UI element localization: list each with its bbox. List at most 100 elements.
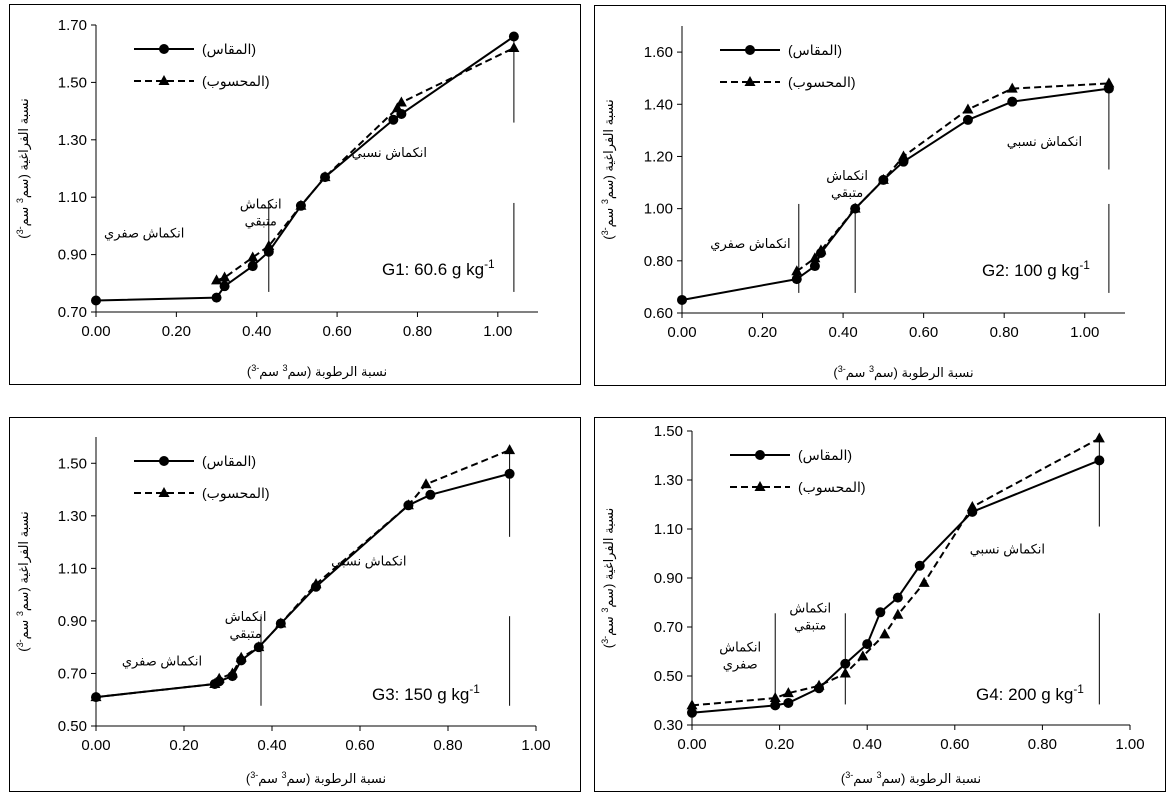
measured-point (791, 274, 802, 285)
calculated-point (226, 667, 238, 678)
legend-measured-marker (745, 45, 755, 55)
legend-measured-label: (المقاس) (798, 447, 852, 464)
measured-point (809, 261, 820, 272)
group-label: G2: 100 g kg-1 (982, 258, 1090, 280)
y-tick-label: 1.30 (58, 508, 87, 525)
x-tick-label: 0.80 (990, 324, 1019, 341)
chart-panel-g3: 0.00 0.20 0.40 0.60 0.80 1.00 0.50 0.70 0.90 1.10… (9, 417, 581, 792)
y-tick-label: 0.50 (58, 718, 87, 735)
region-annotation: انكماش نسبي (352, 145, 427, 161)
legend-measured-label: (المقاس) (202, 453, 256, 470)
calculated-point (849, 202, 861, 213)
calculated-point (263, 239, 275, 250)
x-tick-label: 1.00 (1070, 324, 1099, 341)
measured-point (247, 261, 258, 272)
region-annotation: انكماش (719, 640, 761, 656)
legend-calculated-label: (المحسوب) (202, 485, 270, 502)
y-tick-label: 1.30 (654, 472, 683, 489)
y-tick-label: 0.30 (654, 717, 683, 734)
measured-point (504, 468, 515, 479)
region-annotation: متبقي (245, 214, 277, 229)
x-tick-label: 0.00 (667, 324, 696, 341)
x-tick-label: 0.80 (433, 737, 462, 754)
y-tick-label: 1.20 (644, 148, 673, 165)
calculated-point (962, 103, 974, 114)
x-axis-label: نسبة الرطوبة (سم3 سم-3) (247, 363, 387, 380)
x-tick-label: 0.00 (677, 736, 706, 753)
calculated-point (295, 199, 307, 210)
x-tick-label: 0.40 (828, 324, 857, 341)
legend-calculated-marker (754, 481, 766, 491)
measured-series-line (681, 87, 1110, 301)
calculated-point (211, 274, 223, 285)
calculated-point (504, 444, 516, 455)
calculated-point (420, 478, 432, 489)
calculated-point (877, 173, 889, 184)
calculated-point (213, 672, 225, 683)
x-tick-label: 0.60 (909, 324, 938, 341)
region-annotation: متبقي (794, 617, 826, 632)
group-label: G4: 200 g kg-1 (976, 682, 1084, 704)
region-annotation: انكماش (240, 197, 282, 213)
measured-point (425, 489, 436, 500)
y-tick-label: 0.70 (58, 304, 87, 321)
chart-1: 0.00 0.20 0.40 0.60 0.80 1.00 0.70 0.90 1.10 1.30… (15, 17, 538, 380)
calculated-point (879, 628, 891, 639)
measured-series-line (691, 459, 1100, 714)
x-tick-label: 0.40 (853, 736, 882, 753)
x-tick-label: 1.00 (521, 737, 550, 754)
legend-measured-label: (المقاس) (202, 41, 256, 58)
y-tick-label: 0.70 (58, 665, 87, 682)
measured-point (875, 607, 886, 618)
y-tick-label: 0.70 (654, 619, 683, 636)
measured-point (962, 114, 973, 125)
x-tick-label: 0.20 (162, 323, 191, 340)
x-tick-label: 1.00 (1115, 736, 1144, 753)
calculated-point (1006, 82, 1018, 93)
calculated-point (319, 171, 331, 182)
group-label: G3: 150 g kg-1 (372, 682, 480, 704)
calculated-point (686, 699, 698, 710)
region-annotation: انكماش صفري (122, 654, 202, 670)
region-annotation: انكماش صفري (710, 236, 790, 252)
region-annotation: انكماش نسبي (331, 554, 406, 570)
calculated-point (219, 271, 231, 282)
legend-measured-marker (159, 44, 169, 54)
calculated-point (918, 576, 930, 587)
calculated-point (966, 500, 978, 511)
region-annotation: صفري (723, 657, 758, 673)
measured-point (91, 295, 101, 306)
legend-measured-marker (159, 456, 169, 466)
x-tick-label: 0.20 (748, 324, 777, 341)
y-tick-label: 0.80 (644, 253, 673, 270)
calculated-point (247, 251, 259, 262)
chart-3: 0.00 0.20 0.40 0.60 0.80 1.00 0.50 0.70 0.90 1.10… (15, 437, 551, 787)
x-tick-label: 0.00 (81, 323, 110, 340)
calculated-point (275, 617, 287, 628)
calculated-point (813, 679, 825, 690)
calculated-point (898, 150, 909, 161)
y-tick-label: 1.50 (58, 74, 87, 91)
measured-point (687, 707, 697, 718)
region-annotation: متبقي (229, 626, 261, 641)
calculated-point (235, 651, 247, 662)
region-annotation: انكماش (826, 168, 868, 184)
calculated-point (809, 252, 821, 263)
legend-measured-label: (المقاس) (788, 42, 842, 59)
y-tick-label: 1.60 (644, 44, 673, 61)
calculated-point (209, 677, 221, 688)
y-tick-label: 0.90 (58, 247, 87, 264)
calculated-point (857, 650, 869, 661)
measured-point (770, 700, 781, 711)
x-tick-label: 0.40 (242, 323, 271, 340)
y-tick-label: 0.90 (58, 613, 87, 630)
y-tick-label: 1.10 (58, 560, 87, 577)
x-tick-label: 0.60 (940, 736, 969, 753)
measured-point (783, 697, 794, 708)
chart-2: 0.00 0.20 0.40 0.60 0.80 1.00 0.60 0.80 1.00 1.20… (600, 26, 1125, 381)
measured-point (677, 294, 687, 305)
legend-calculated-marker (744, 76, 756, 86)
legend-calculated-marker (158, 487, 170, 497)
calculated-point (1103, 77, 1115, 88)
calculated-point (508, 41, 520, 52)
